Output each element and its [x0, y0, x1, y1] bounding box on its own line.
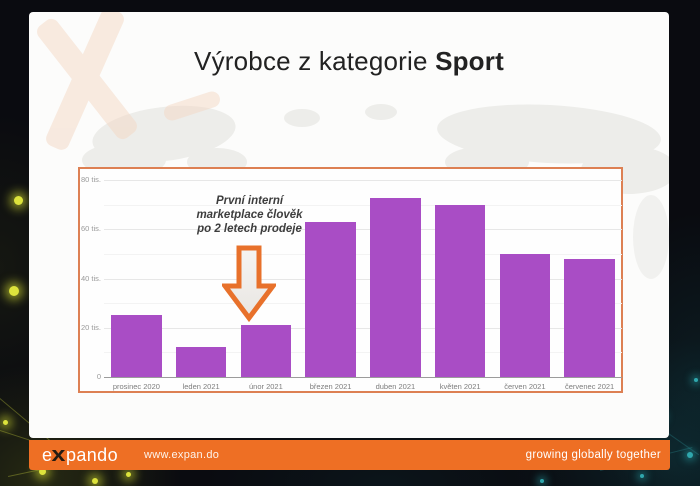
x-axis-tick-label: prosinec 2020 [112, 382, 160, 391]
chart-bar [370, 198, 421, 377]
footer-url: www.expan.do [144, 449, 220, 461]
chart-annotation: První interní marketplace člověk po 2 le… [177, 194, 322, 236]
major-gridline [104, 229, 622, 231]
annotation-line: První interní [215, 195, 284, 207]
logo-text-pre: e [42, 444, 53, 465]
glow-dot [540, 479, 544, 483]
y-axis-tick-label: 60 tis. [80, 224, 101, 234]
minor-gridline [104, 303, 622, 305]
x-axis-line [104, 377, 622, 378]
presentation-slide: Výrobce z kategorie Sport 0 20 tis. 40 tis… [29, 12, 669, 438]
bar-chart: 0 20 tis. 40 tis. 60 tis. 80 tis. prosinec 20… [78, 167, 623, 393]
chart-bar [175, 347, 227, 377]
x-axis-tick-label: červenec 2021 [565, 382, 615, 391]
major-gridline [104, 180, 622, 181]
brand-x-watermark [29, 12, 225, 162]
minor-gridline [104, 204, 622, 206]
glow-dot [14, 196, 23, 205]
x-axis-tick-label: duben 2021 [375, 382, 416, 391]
annotation-line: marketplace člověk [196, 209, 303, 221]
glow-dot [694, 378, 698, 382]
logo-text-post: pando [65, 444, 119, 465]
glow-dot [640, 474, 644, 478]
x-axis-tick-label: únor 2021 [248, 382, 283, 391]
chart-bar [305, 221, 356, 377]
down-arrow-icon [220, 245, 278, 323]
logo-x-glyph: x [51, 443, 67, 466]
glow-dot [9, 286, 19, 296]
footer-tagline: growing globally together [525, 449, 661, 461]
chart-bar [111, 315, 162, 377]
expando-logo: e x pando [42, 445, 118, 466]
glow-dot [92, 478, 98, 484]
x-axis-tick-label: březen 2021 [309, 382, 352, 391]
major-gridline [104, 327, 622, 329]
minor-gridline [104, 253, 622, 255]
slide-title-bold: Sport [435, 46, 504, 76]
chart-bar [434, 204, 486, 377]
chart-bar [499, 253, 551, 377]
slide-title-regular: Výrobce z kategorie [194, 46, 436, 76]
chart-bar [564, 258, 615, 377]
x-axis-tick-label: červen 2021 [504, 382, 546, 391]
chart-bar [240, 325, 292, 377]
footer-bar: e x pando www.expan.do growing globally to… [29, 440, 670, 470]
y-axis-tick-label: 80 tis. [80, 175, 101, 184]
glow-dot [126, 472, 131, 477]
slide-title: Výrobce z kategorie Sport [29, 46, 669, 77]
x-axis-tick-label: květen 2021 [439, 382, 481, 391]
y-axis-tick-label: 40 tis. [80, 273, 101, 283]
y-axis-tick-label: 20 tis. [80, 322, 101, 332]
minor-gridline [104, 352, 622, 354]
glow-dot [687, 452, 693, 458]
y-axis-tick-label: 0 [96, 372, 101, 381]
x-axis-tick-label: leden 2021 [182, 382, 220, 391]
chart-plot: 0 20 tis. 40 tis. 60 tis. 80 tis. prosinec 20… [80, 169, 622, 391]
annotation-line: po 2 letech prodeje [197, 223, 302, 235]
glow-dot [3, 420, 8, 425]
major-gridline [104, 278, 622, 280]
glow-dot [39, 468, 46, 475]
